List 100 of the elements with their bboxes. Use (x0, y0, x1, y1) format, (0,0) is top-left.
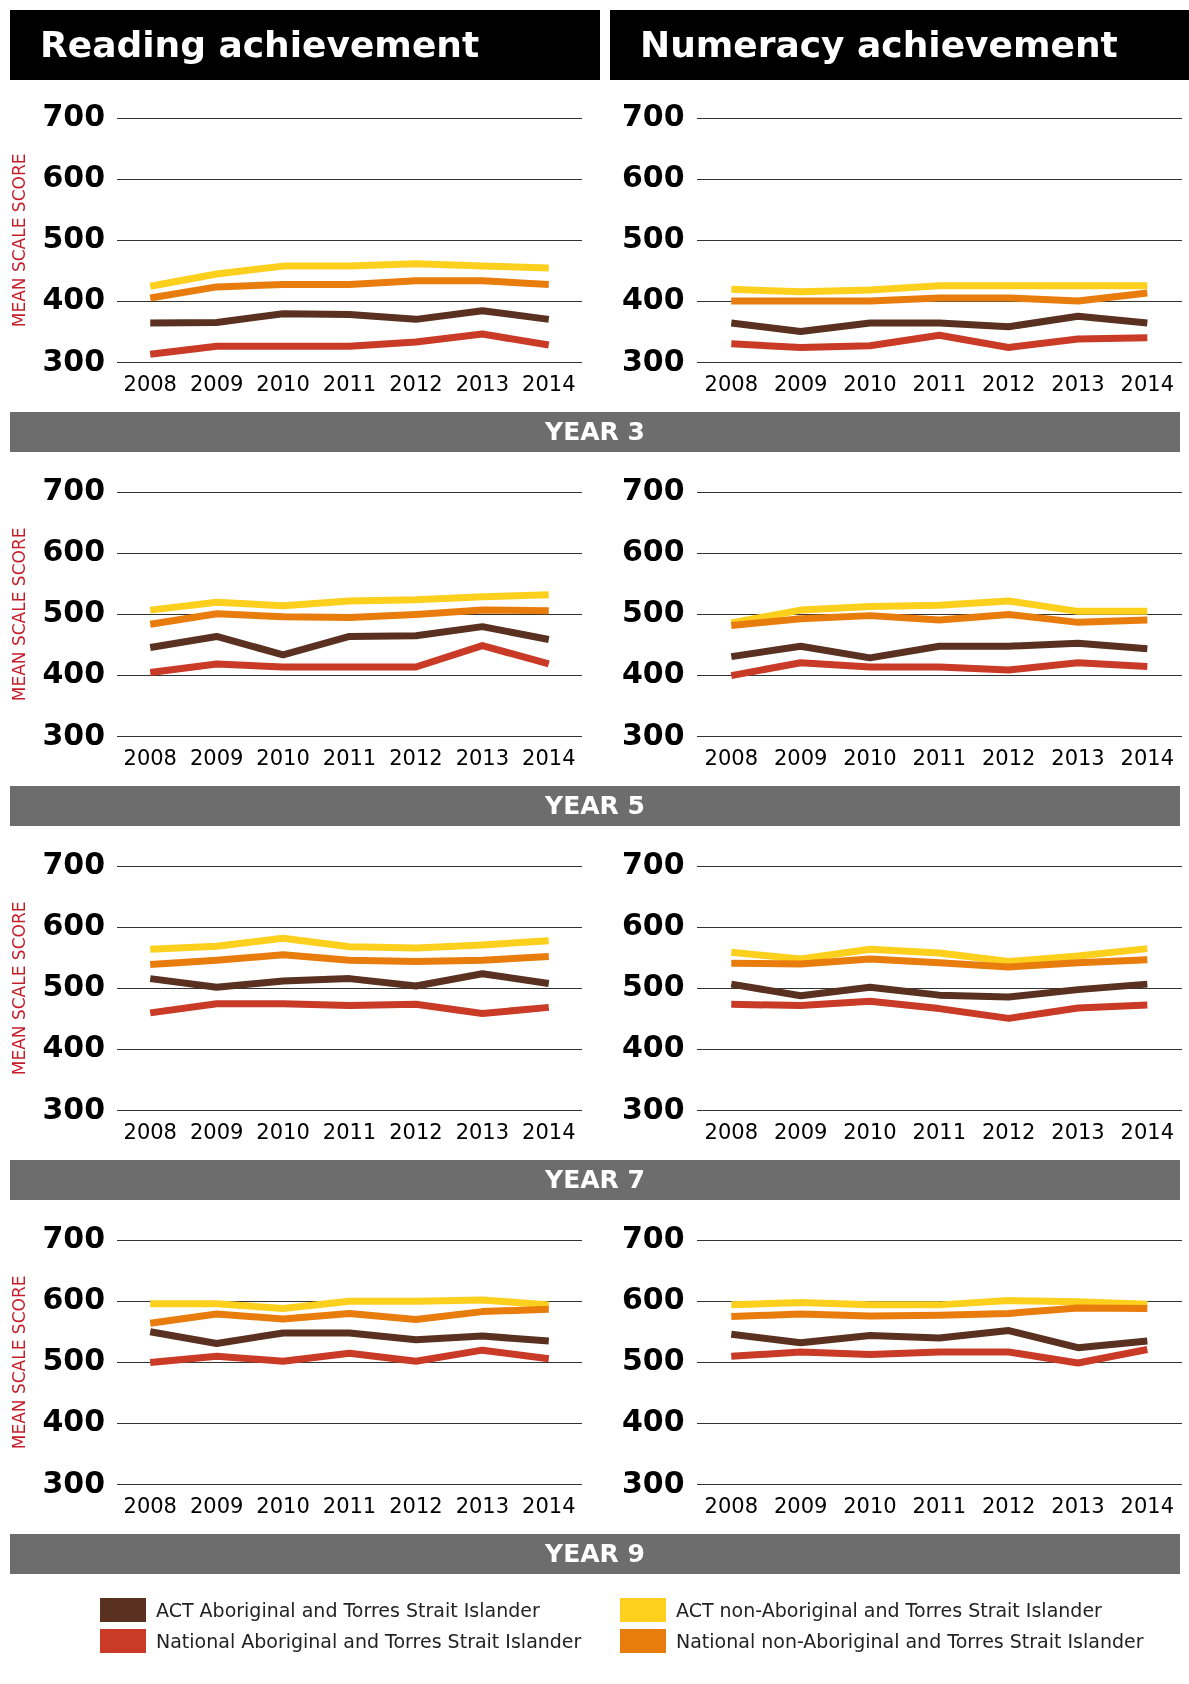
x-tick-label: 2013 (455, 1119, 510, 1144)
y-tick-label: 700 (622, 471, 685, 507)
x-tick-label: 2010 (256, 1119, 310, 1144)
text: YEAR 5 (10, 786, 1180, 826)
y-tick-label: 300 (622, 1090, 685, 1126)
y-tick-label: 600 (622, 1281, 685, 1316)
x-tick-label: 2008 (123, 745, 177, 770)
x-tick-label: 2014 (522, 1119, 576, 1144)
y-axis-title: MEAN SCALE SCORE (8, 153, 29, 328)
x-tick-label: 2012 (389, 1119, 443, 1144)
x-tick-label: 2010 (843, 1493, 897, 1518)
x-tick-label: 2012 (389, 745, 443, 770)
x-tick-label: 2014 (522, 745, 576, 770)
y-tick-label: 500 (622, 1342, 685, 1378)
x-tick-label: 2008 (123, 371, 177, 396)
y-tick-label: 400 (42, 1403, 106, 1439)
chart-title: Reading achievement (10, 10, 600, 80)
x-tick-label: 2009 (189, 745, 244, 770)
y-tick-label: 300 (42, 1090, 106, 1126)
x-tick-label: 2013 (455, 745, 510, 770)
y-tick-label: 400 (42, 655, 106, 691)
y-tick-label: 300 (42, 716, 106, 752)
x-tick-label: 2009 (189, 1119, 244, 1144)
text: YEAR 3 (10, 412, 1180, 452)
x-tick-label: 2012 (981, 1119, 1036, 1144)
y-tick-label: 700 (42, 845, 106, 881)
x-tick-label: 2010 (256, 745, 310, 770)
x-tick-label: 2012 (981, 1493, 1036, 1518)
x-tick-label: 2013 (455, 371, 510, 396)
y-axis-title: MEAN SCALE SCORE (8, 527, 29, 702)
x-tick-label: 2008 (704, 371, 759, 396)
x-tick-label: 2010 (256, 1493, 310, 1518)
y-tick-label: 600 (42, 533, 106, 568)
y-tick-label: 400 (622, 1403, 685, 1439)
y-tick-label: 600 (622, 533, 685, 568)
x-tick-label: 2013 (455, 1493, 510, 1518)
x-tick-label: 2011 (322, 371, 377, 396)
y-tick-label: 600 (42, 1281, 106, 1316)
x-tick-label: 2009 (773, 371, 828, 396)
x-tick-label: 2010 (843, 371, 897, 396)
legend-label: National non-Aboriginal and Torres Strait Islander (676, 1629, 1144, 1652)
y-tick-label: 500 (622, 220, 685, 256)
y-tick-label: 500 (622, 968, 685, 1004)
x-tick-label: 2014 (1120, 745, 1175, 770)
legend-label: ACT Aboriginal and Torres Strait Islander (156, 1598, 540, 1621)
x-tick-label: 2011 (912, 1493, 967, 1518)
y-tick-label: 300 (42, 342, 106, 378)
x-tick-label: 2013 (1051, 1119, 1105, 1144)
text: YEAR 9 (10, 1534, 1180, 1574)
x-tick-label: 2009 (189, 1493, 244, 1518)
y-tick-label: 600 (622, 907, 685, 942)
legend-label: National Aboriginal and Torres Strait Islander (156, 1629, 582, 1652)
x-tick-label: 2012 (981, 371, 1036, 396)
y-axis-title: MEAN SCALE SCORE (8, 901, 29, 1076)
x-tick-label: 2014 (1120, 1119, 1175, 1144)
x-tick-label: 2009 (773, 745, 828, 770)
chart-title: Numeracy achievement (610, 10, 1189, 80)
x-tick-label: 2014 (1120, 371, 1175, 396)
y-tick-label: 500 (42, 1342, 106, 1378)
x-tick-label: 2010 (256, 371, 310, 396)
x-tick-label: 2011 (912, 745, 967, 770)
x-tick-label: 2012 (389, 1493, 443, 1518)
x-tick-label: 2009 (773, 1119, 828, 1144)
y-tick-label: 700 (622, 97, 685, 133)
y-tick-label: 700 (622, 845, 685, 881)
x-tick-label: 2008 (704, 1493, 759, 1518)
y-tick-label: 300 (622, 716, 685, 752)
y-tick-label: 400 (42, 281, 106, 317)
x-tick-label: 2008 (123, 1493, 177, 1518)
x-tick-label: 2008 (123, 1119, 177, 1144)
x-tick-label: 2011 (912, 1119, 967, 1144)
y-tick-label: 500 (42, 968, 106, 1004)
x-tick-label: 2011 (322, 1119, 377, 1144)
y-tick-label: 700 (42, 471, 106, 507)
x-tick-label: 2011 (322, 745, 377, 770)
x-tick-label: 2010 (843, 1119, 897, 1144)
x-tick-label: 2011 (322, 1493, 377, 1518)
y-tick-label: 500 (42, 594, 106, 630)
y-tick-label: 700 (42, 97, 106, 133)
x-tick-label: 2010 (843, 745, 897, 770)
y-tick-label: 600 (42, 907, 106, 942)
x-tick-label: 2014 (1120, 1493, 1175, 1518)
x-tick-label: 2009 (773, 1493, 828, 1518)
x-tick-label: 2013 (1051, 1493, 1105, 1518)
y-tick-label: 400 (622, 655, 685, 691)
y-tick-label: 400 (42, 1029, 106, 1065)
x-tick-label: 2012 (981, 745, 1036, 770)
text: YEAR 7 (10, 1160, 1180, 1200)
x-tick-label: 2014 (522, 1493, 576, 1518)
y-tick-label: 700 (42, 1219, 106, 1255)
y-tick-label: 600 (42, 159, 106, 194)
y-tick-label: 400 (622, 1029, 685, 1065)
x-tick-label: 2008 (704, 745, 759, 770)
y-tick-label: 500 (42, 220, 106, 256)
y-tick-label: 300 (622, 1464, 685, 1500)
x-tick-label: 2013 (1051, 745, 1105, 770)
x-tick-label: 2012 (389, 371, 443, 396)
y-tick-label: 300 (42, 1464, 106, 1500)
x-tick-label: 2008 (704, 1119, 759, 1144)
x-tick-label: 2009 (189, 371, 244, 396)
